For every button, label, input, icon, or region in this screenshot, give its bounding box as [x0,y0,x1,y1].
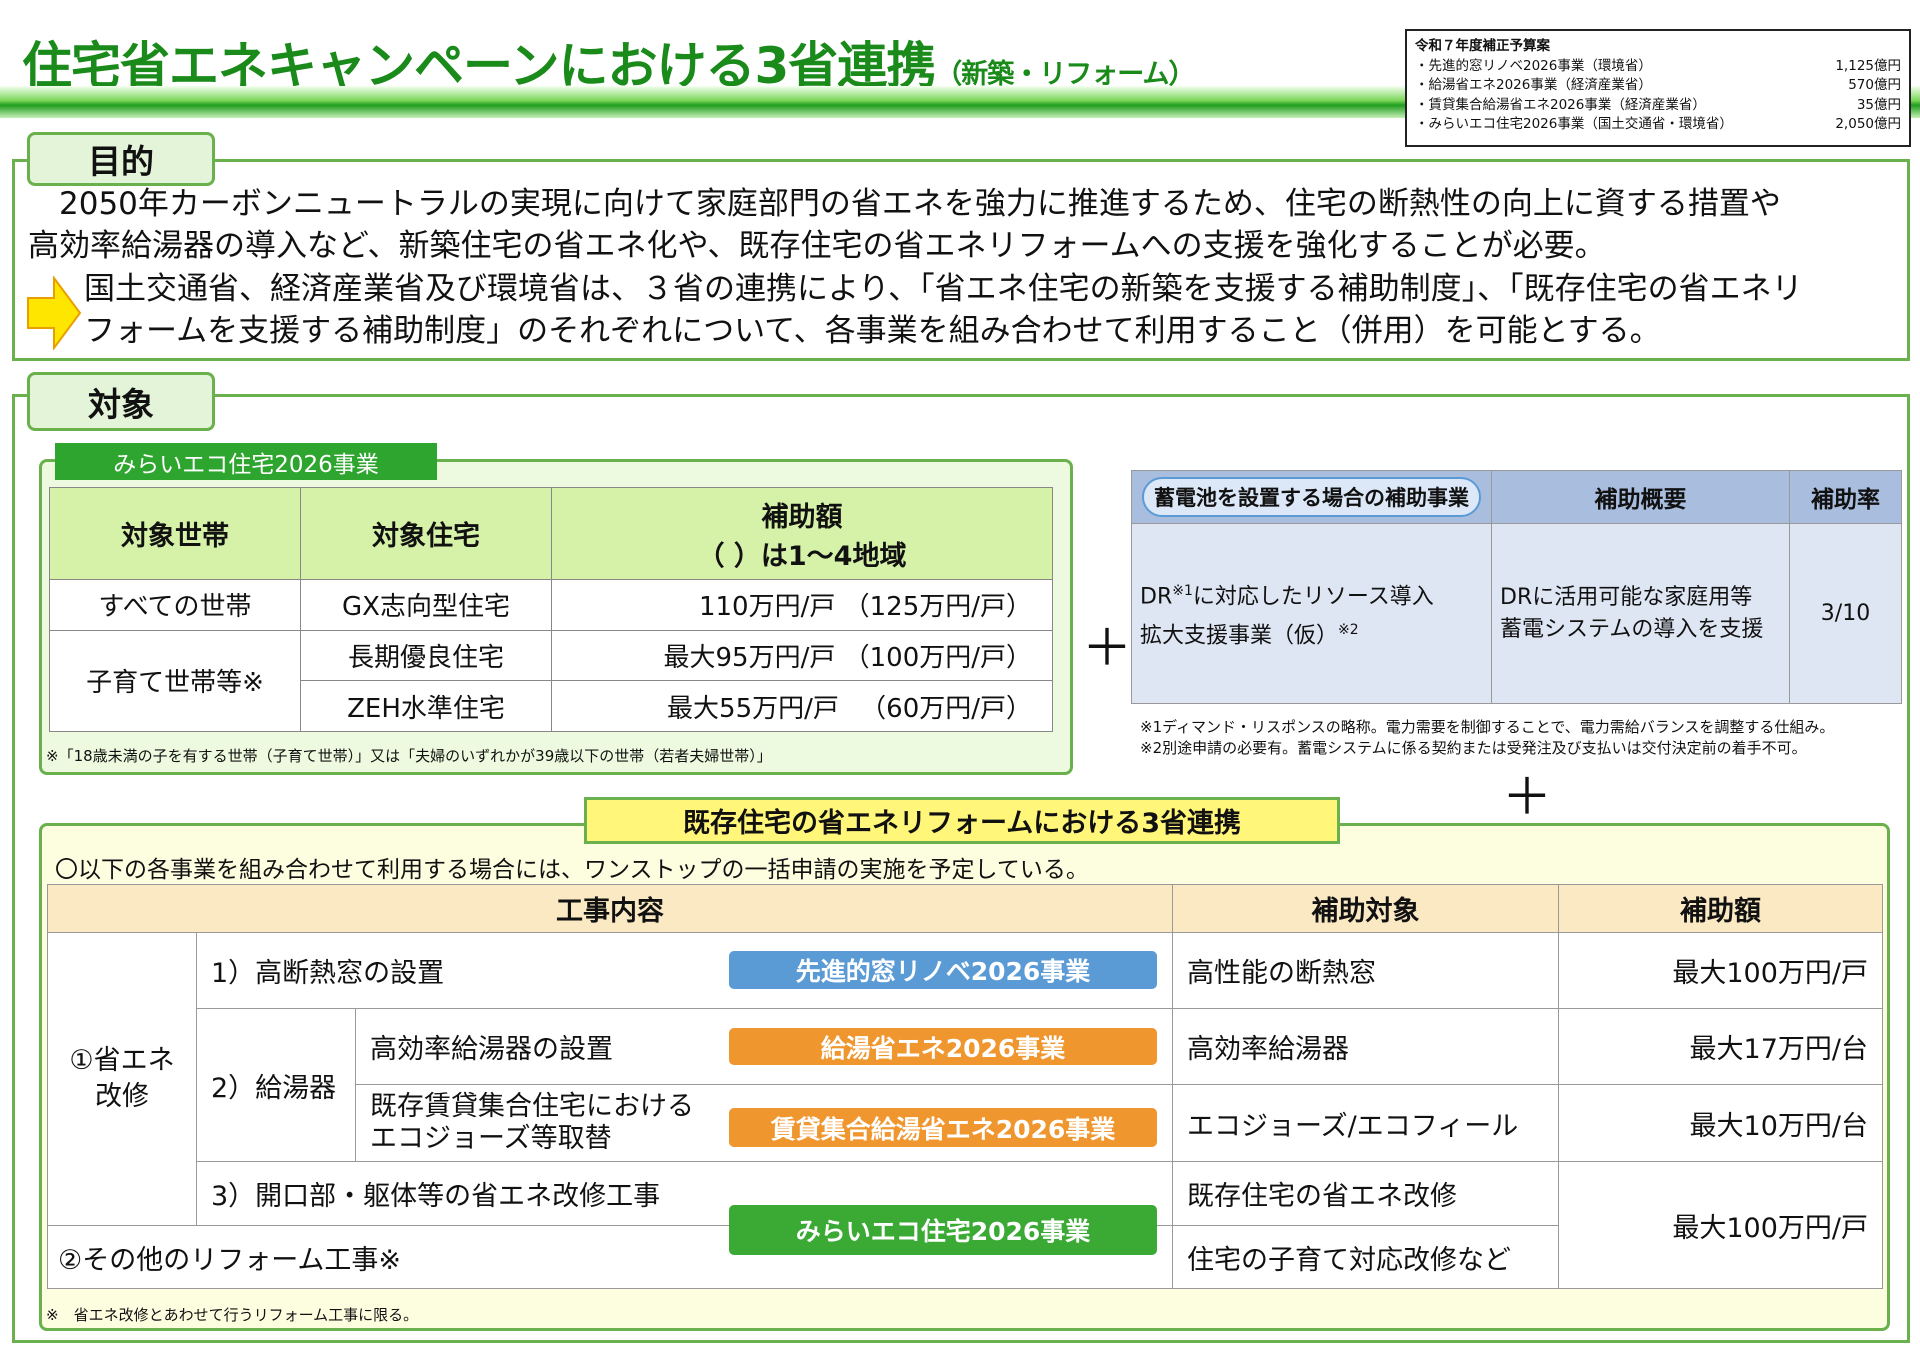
cell-amount: 最大17万円/台 [1558,1008,1883,1085]
arrow-icon [26,274,82,354]
purpose-line: 高効率給湯器の導入など、新築住宅の省エネ化や、既存住宅の省エネリフォームへの支援… [28,228,1606,264]
cell-target: 高効率給湯器 [1172,1008,1559,1085]
table-row: ②その他のリフォーム工事※ 住宅の子育て対応改修など [47,1225,1883,1289]
group-energy: ①省エネ 改修 [47,932,197,1226]
reform-note: ※ 省エネ改修とあわせて行うリフォーム工事に限る。 [46,1306,419,1324]
group-other: ②その他のリフォーム工事※ [47,1225,1173,1289]
purpose-line: 2050年カーボンニュートラルの実現に向けて家庭部門の省エネを強力に推進するため… [28,186,1781,222]
plus-icon: ＋ [1082,619,1132,677]
budget-row: ・先進的窓リノベ2026事業（環境省） 1,125億円 [1415,57,1901,77]
cell-amount: 最大95万円/戸 （100万円/戸） [551,629,1053,682]
mirai-label: みらいエコ住宅2026事業 [55,443,437,480]
budget-label: ・賃貸集合給湯省エネ2026事業（経済産業省） [1415,96,1706,113]
sup: ※2 [1338,621,1359,638]
battery-name-b: に対応したリソース導入 [1192,584,1434,610]
budget-amount: 2,050億円 [1835,116,1901,132]
battery-table: 蓄電池を設置する場合の補助事業 補助概要 補助率 DR※1に対応したリソース導入拡大… [1131,470,1902,704]
cell-amount: 110万円/戸 （125万円/戸） [551,579,1053,631]
purpose-section [12,159,1910,361]
budget-amount: 1,125億円 [1835,57,1901,74]
battery-name-c: 拡大支援事業（仮） [1140,622,1339,648]
purpose-tab: 目的 [27,132,215,186]
cell-target: エコジョーズ/エコフィール [1172,1084,1559,1162]
reform-title: 既存住宅の省エネリフォームにおける3省連携 [584,797,1340,844]
table-row: ZEH水準住宅 最大55万円/戸 （60万円/戸） [50,680,1053,732]
item-water-heater: 2）給湯器 [196,1008,356,1162]
budget-row: ・賃貸集合給湯省エネ2026事業（経済産業省） 35億円 [1415,96,1901,116]
header-house: 対象住宅 [300,487,552,580]
target-tab: 対象 [27,372,215,431]
cell-amount: 最大55万円/戸 （60万円/戸） [551,680,1053,732]
table-row: すべての世帯 GX志向型住宅 110万円/戸 （125万円/戸） [49,579,1053,631]
budget-row: ・みらいエコ住宅2026事業（国土交通省・環境省） 2,050億円 [1415,115,1901,135]
badge-mirai-eco: みらいエコ住宅2026事業 [729,1205,1157,1255]
purpose-line: フォームを支援する補助制度」のそれぞれについて、各事業を組み合わせて利用すること… [84,313,1661,349]
header-amount: 補助額 （ ）は1～4地域 [551,487,1053,580]
battery-header-rate: 補助率 [1789,470,1902,524]
budget-label: ・みらいエコ住宅2026事業（国土交通省・環境省） [1415,116,1733,132]
battery-summary: 蓄電システムの導入を支援 [1500,616,1764,642]
mirai-table: 対象世帯 対象住宅 補助額 （ ）は1～4地域 すべての世帯 GX志向型住宅 110万円/… [49,487,1053,733]
title-subtitle: （新築・リフォーム） [935,59,1195,90]
cell-household: すべての世帯 [49,579,301,631]
battery-note: ※1ディマンド・リスポンスの略称。電力需要を制御することで、電力需給バランスを調… [1140,718,1835,736]
budget-label: ・先進的窓リノベ2026事業（環境省） [1415,57,1652,74]
cell-target: 高性能の断熱窓 [1172,932,1559,1009]
budget-box: 令和７年度補正予算案 ・先進的窓リノベ2026事業（環境省） 1,125億円 ・給… [1405,29,1911,147]
cell-target: 既存住宅の省エネ改修 [1172,1161,1559,1226]
table-row: DR※1に対応したリソース導入拡大支援事業（仮）※2 DRに活用可能な家庭用等蓄… [1131,523,1902,704]
header-amount: 補助額 [1558,884,1883,933]
battery-name: DR※1に対応したリソース導入拡大支援事業（仮）※2 [1131,523,1492,704]
cell-amount: 最大10万円/台 [1558,1084,1883,1162]
badge-water-heater: 給湯省エネ2026事業 [729,1028,1157,1065]
purpose-line: 国土交通省、経済産業省及び環境省は、３省の連携により、「省エネ住宅の新築を支援す… [84,271,1803,307]
battery-rate: 3/10 [1789,523,1902,704]
budget-title: 令和７年度補正予算案 [1415,38,1550,54]
cell-amount: 最大100万円/戸 [1558,1161,1883,1289]
table-row: 子育て世帯等※ 長期優良住宅 最大95万円/戸 （100万円/戸） [49,629,1053,733]
cell-house: 長期優良住宅 [300,629,552,682]
cell-amount: 最大100万円/戸 [1558,932,1883,1009]
battery-header-summary: 補助概要 [1491,470,1790,524]
mirai-note: ※「18歳未満の子を有する世帯（子育て世帯）」又は「夫婦のいずれかが39歳以下の… [46,747,772,765]
plus-icon: ＋ [1502,768,1552,826]
header-amount-sub: （ ）は1～4地域 [697,540,907,572]
cell-house: ZEH水準住宅 [300,680,552,732]
battery-note: ※2別途申請の必要有。蓄電システムに係る契約または受発注及び支払いは交付決定前の… [1140,739,1807,757]
battery-summary: DRに活用可能な家庭用等 [1500,584,1753,610]
budget-label: ・給湯省エネ2026事業（経済産業省） [1415,77,1652,93]
reform-table: 工事内容 補助対象 補助額 ①省エネ 改修 1）高断熱窓の設置 高性能の断熱窓 最大100… [47,884,1883,1289]
battery-name-a: DR [1140,584,1173,610]
header-household: 対象世帯 [49,487,301,580]
badge-window-renovation: 先進的窓リノベ2026事業 [729,951,1157,989]
budget-row: ・給湯省エネ2026事業（経済産業省） 570億円 [1415,76,1901,96]
budget-amount: 35億円 [1856,96,1901,113]
header-amount-label: 補助額 [761,501,843,533]
sup: ※1 [1172,583,1193,600]
title-text: 住宅省エネキャンペーンにおける3省連携 [22,37,936,95]
reform-intro: 〇以下の各事業を組み合わせて利用する場合には、ワンストップの一括申請の実施を予定… [55,857,1089,883]
badge-rental-water-heater: 賃貸集合給湯省エネ2026事業 [729,1108,1157,1147]
cell-household: 子育て世帯等※ [49,629,301,733]
battery-header-name: 蓄電池を設置する場合の補助事業 [1142,477,1481,517]
header-work: 工事内容 [47,884,1173,933]
page-title: 住宅省エネキャンペーンにおける3省連携（新築・リフォーム） [22,26,1196,98]
cell-target: 住宅の子育て対応改修など [1172,1225,1559,1289]
cell-house: GX志向型住宅 [300,579,552,631]
budget-amount: 570億円 [1848,77,1901,93]
header-target: 補助対象 [1172,884,1559,933]
